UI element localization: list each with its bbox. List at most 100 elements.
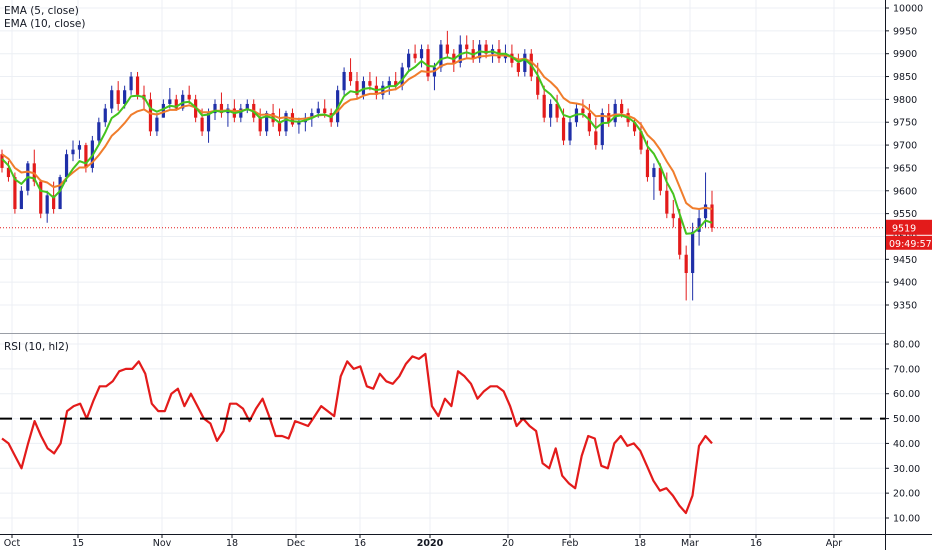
candle-body <box>600 113 604 146</box>
candlestick-series <box>0 30 714 301</box>
candle-body <box>123 90 127 104</box>
candle-body <box>542 94 546 118</box>
time-tick-label: 18 <box>226 538 238 549</box>
candle-body <box>348 71 353 82</box>
price-tick-label: 9800 <box>893 95 917 106</box>
candle-body <box>426 49 430 77</box>
candle-body <box>613 103 617 123</box>
candle-body <box>39 181 43 214</box>
candle-body <box>697 218 701 232</box>
candle-body <box>19 190 23 210</box>
candle-body <box>342 71 346 91</box>
legend-ema5: EMA (5, close) <box>4 5 79 17</box>
candle-body <box>703 204 708 219</box>
grid <box>0 0 885 534</box>
candle-body <box>323 108 327 114</box>
candle-body <box>277 122 282 132</box>
countdown-label: 09:49:57 <box>889 239 932 250</box>
candle-body <box>200 117 204 132</box>
time-tick-label: Apr <box>826 538 843 549</box>
candle-body <box>77 145 82 150</box>
candle-body <box>297 122 301 125</box>
candle-body <box>710 204 714 228</box>
last-price-badge <box>886 219 932 235</box>
legend-rsi: RSI (10, hl2) <box>4 341 69 353</box>
candle-body <box>581 108 585 114</box>
candle-body <box>174 99 178 109</box>
candle-body <box>0 154 4 168</box>
time-tick-label: Oct <box>4 538 21 549</box>
countdown-badge <box>886 235 932 250</box>
candle-body <box>394 81 398 86</box>
time-tick-label: 16 <box>354 538 366 549</box>
candle-body <box>368 81 372 86</box>
candle-body <box>632 122 637 132</box>
candle-body <box>665 190 669 214</box>
time-tick-label: 16 <box>750 538 762 549</box>
rsi-tick-label: 60.00 <box>893 389 920 400</box>
candle-body <box>161 103 165 118</box>
candle-body <box>355 81 359 95</box>
rsi-tick-label: 50.00 <box>893 414 920 425</box>
candle-body <box>310 113 314 118</box>
rsi-tick-label: 20.00 <box>893 489 920 500</box>
candle-body <box>219 103 224 114</box>
candle-body <box>678 218 682 255</box>
candle-body <box>97 122 101 141</box>
candle-body <box>523 53 527 72</box>
candle-body <box>245 103 249 109</box>
rsi-tick-label: 70.00 <box>893 364 920 375</box>
candle-body <box>284 113 288 132</box>
legend: EMA (5, close)EMA (10, close) RSI (10, hl… <box>4 5 86 353</box>
candle-body <box>620 103 624 114</box>
candle-body <box>213 103 217 114</box>
candle-body <box>155 117 159 132</box>
last-price-label: 9519 <box>892 223 916 234</box>
candle-body <box>135 76 140 95</box>
price-tick-label: 9950 <box>893 26 917 37</box>
candle-body <box>484 44 488 54</box>
candle-body <box>400 67 404 86</box>
candle-body <box>258 117 262 132</box>
candle-body <box>52 195 56 210</box>
candle-body <box>419 49 424 59</box>
candle-body <box>407 53 411 68</box>
time-tick-label: Mar <box>681 538 699 549</box>
candle-body <box>536 76 540 95</box>
ema-lines <box>0 50 885 235</box>
candle-body <box>387 81 391 86</box>
price-tick-label: 9850 <box>893 72 917 83</box>
rsi-series <box>0 352 885 515</box>
price-tick-label: 9600 <box>893 186 917 197</box>
candle-body <box>316 108 320 114</box>
candle-body <box>587 113 591 132</box>
price-tick-label: 9750 <box>893 118 917 129</box>
time-tick-label: 15 <box>72 538 84 549</box>
rsi-tick-label: 30.00 <box>893 464 920 475</box>
candle-body <box>639 131 643 150</box>
candle-body <box>381 85 385 95</box>
candle-body <box>110 90 114 109</box>
price-tick-label: 9550 <box>893 209 917 220</box>
time-tick-label: Dec <box>287 538 305 549</box>
candle-body <box>594 131 598 146</box>
candle-body <box>516 62 520 72</box>
candle-body <box>6 167 11 178</box>
ema10-line <box>1 54 713 210</box>
candle-body <box>561 117 566 141</box>
candle-body <box>239 108 243 118</box>
candle-body <box>691 231 695 274</box>
time-tick-label: 18 <box>634 538 646 549</box>
price-tick-label: 9900 <box>893 49 917 60</box>
candle-body <box>116 90 120 104</box>
candle-body <box>445 44 449 54</box>
price-tick-label: 9400 <box>893 278 917 289</box>
candle-body <box>64 154 69 178</box>
ema5-line <box>1 50 713 235</box>
candle-body <box>71 149 75 155</box>
candle-body <box>168 99 172 104</box>
time-tick-label: Feb <box>562 538 579 549</box>
price-tick-label: 9650 <box>893 163 917 174</box>
candle-body <box>465 44 469 50</box>
